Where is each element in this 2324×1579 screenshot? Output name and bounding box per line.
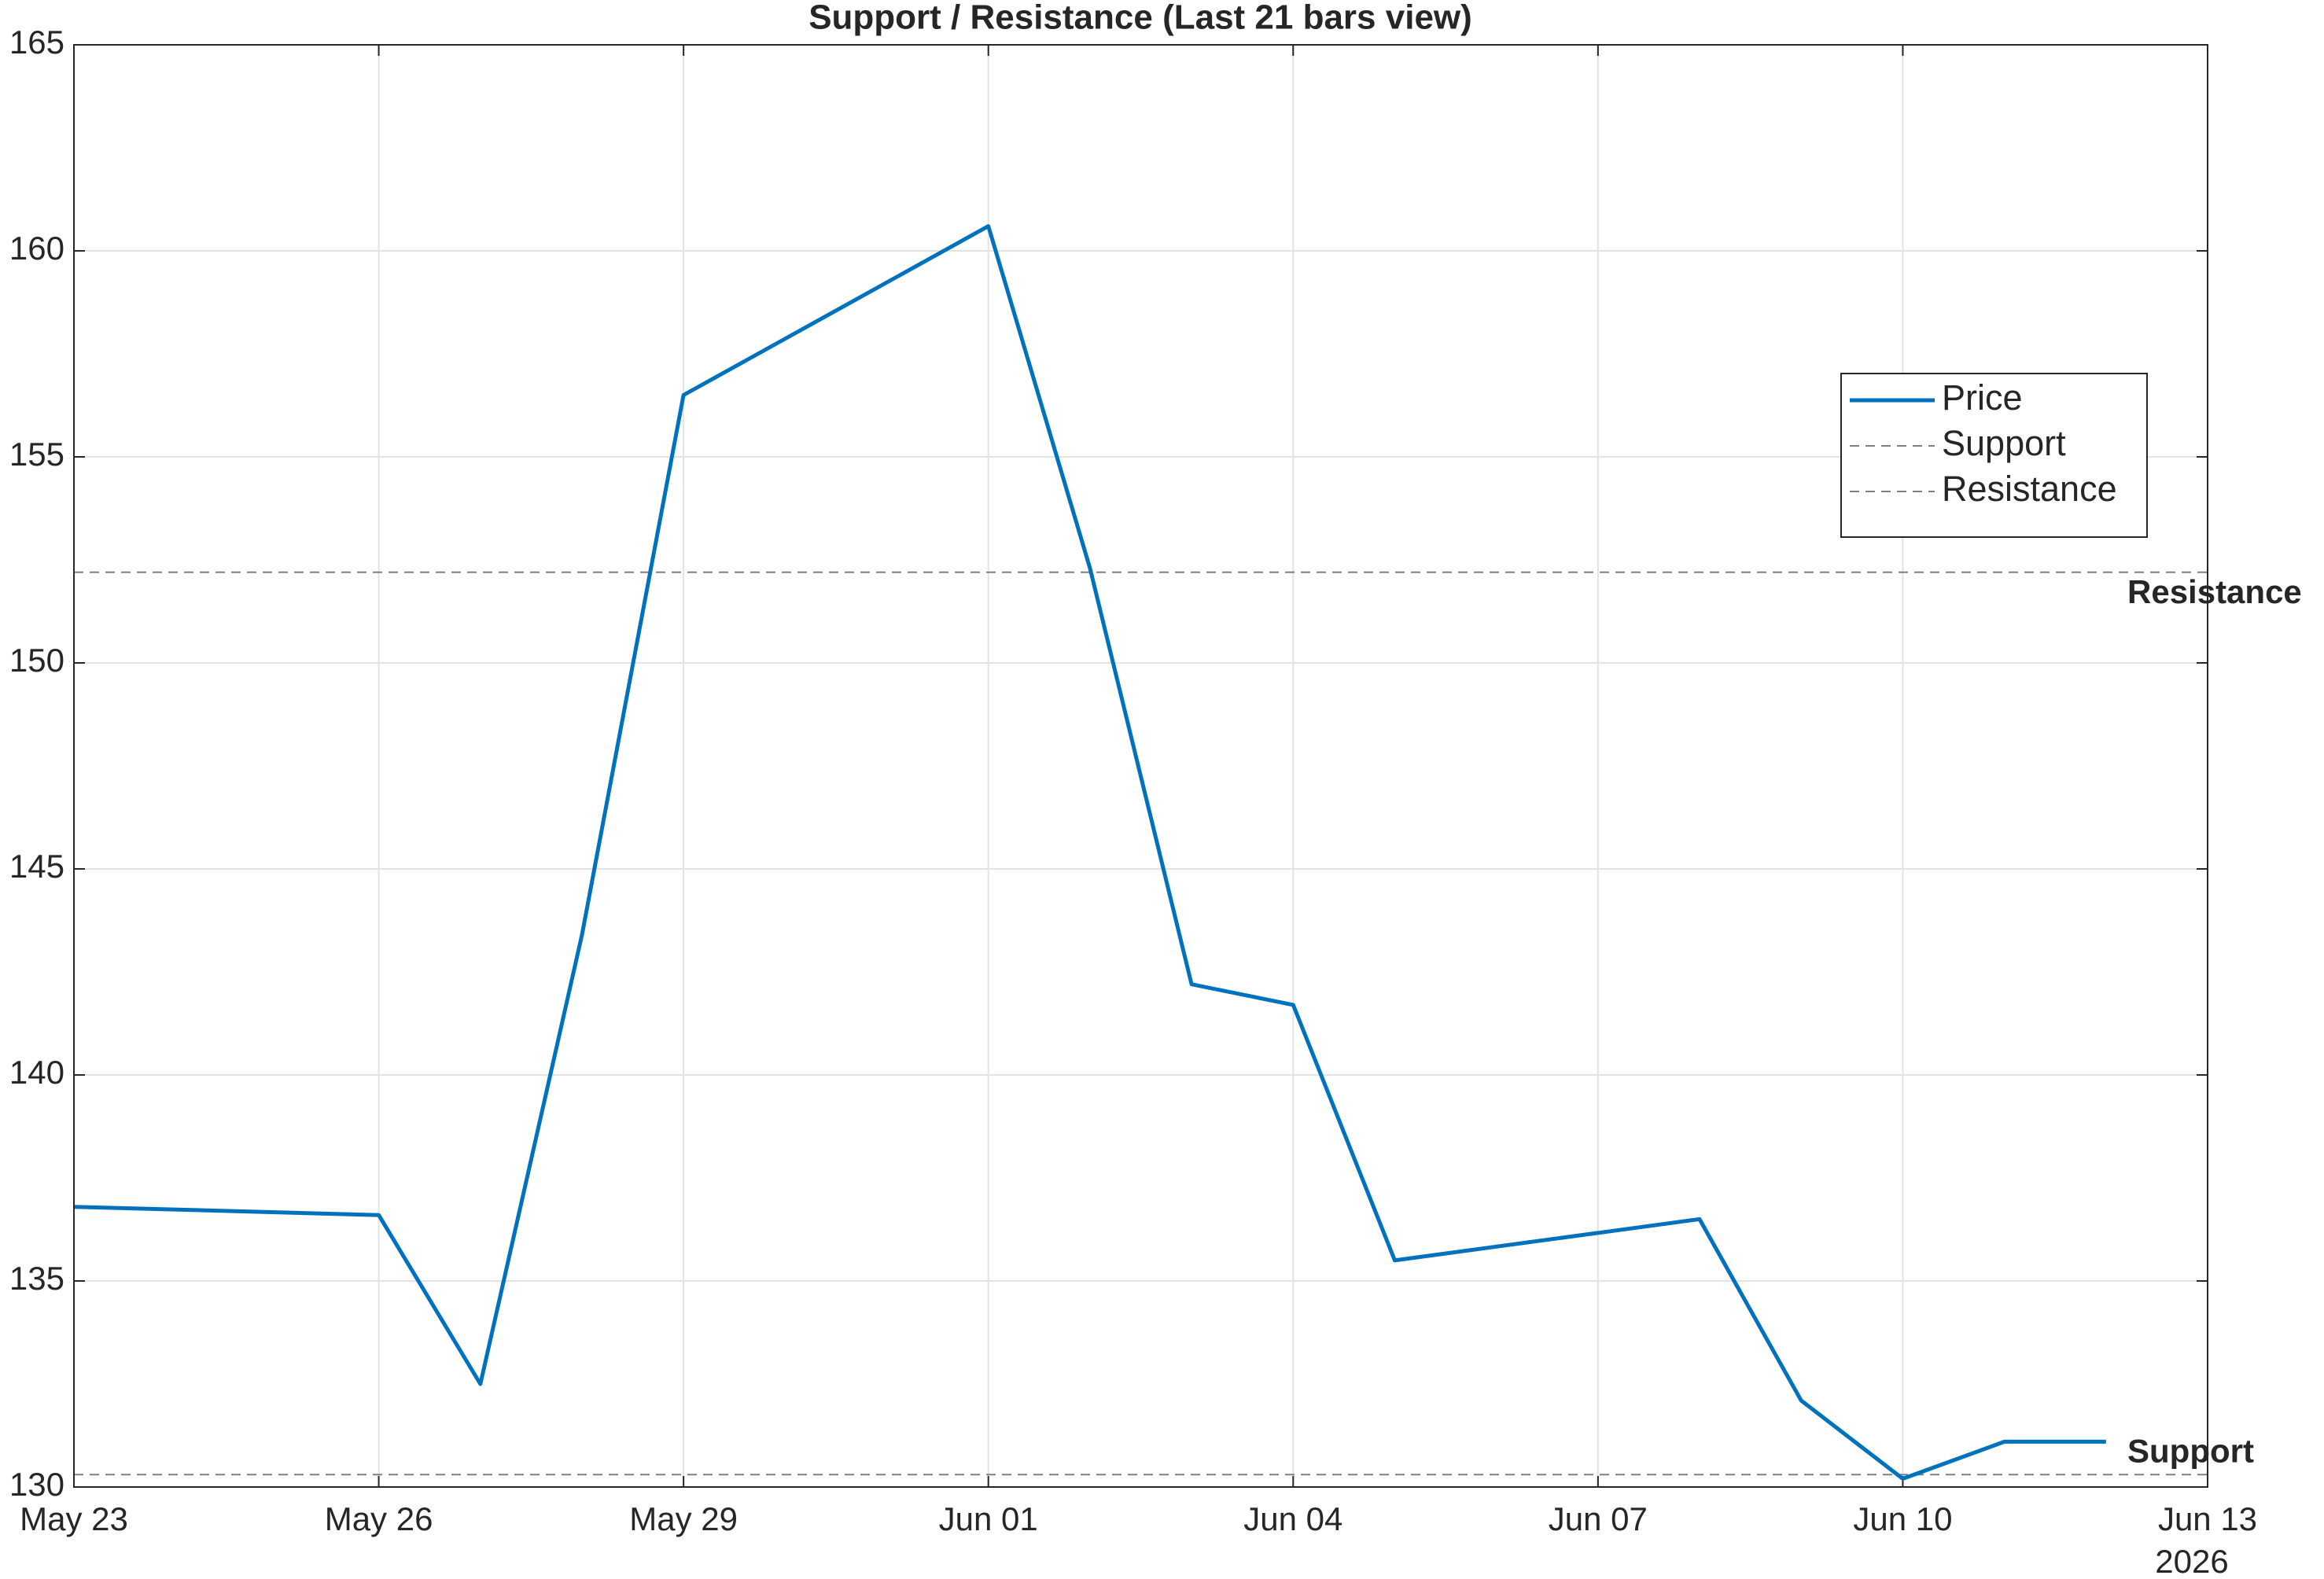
reference-label: Support — [2127, 1432, 2254, 1469]
y-tick-label: 160 — [9, 230, 64, 267]
y-tick-label: 130 — [9, 1466, 64, 1503]
x-tick-label: May 29 — [629, 1500, 738, 1537]
x-year-label: 2026 — [2155, 1543, 2228, 1579]
chart-title: Support / Resistance (Last 21 bars view) — [808, 0, 1472, 37]
x-tick-label: Jun 10 — [1853, 1500, 1952, 1537]
y-tick-label: 135 — [9, 1260, 64, 1297]
y-tick-label: 145 — [9, 848, 64, 885]
legend-label: Support — [1942, 423, 2066, 463]
x-tick-label: May 26 — [325, 1500, 433, 1537]
x-tick-label: Jun 13 — [2158, 1500, 2257, 1537]
y-tick-label: 140 — [9, 1054, 64, 1091]
y-tick-label: 150 — [9, 642, 64, 679]
y-tick-label: 165 — [9, 24, 64, 61]
x-tick-label: Jun 01 — [939, 1500, 1038, 1537]
reference-label: Resistance — [2127, 573, 2302, 610]
legend-label: Resistance — [1942, 469, 2117, 509]
price-line — [73, 224, 2106, 1481]
y-tick-label: 155 — [9, 436, 64, 473]
x-tick-label: Jun 07 — [1549, 1500, 1648, 1537]
x-tick-label: May 23 — [20, 1500, 128, 1537]
legend-label: Price — [1942, 377, 2023, 418]
axes-box — [73, 44, 2208, 1488]
x-tick-label: Jun 04 — [1243, 1500, 1342, 1537]
